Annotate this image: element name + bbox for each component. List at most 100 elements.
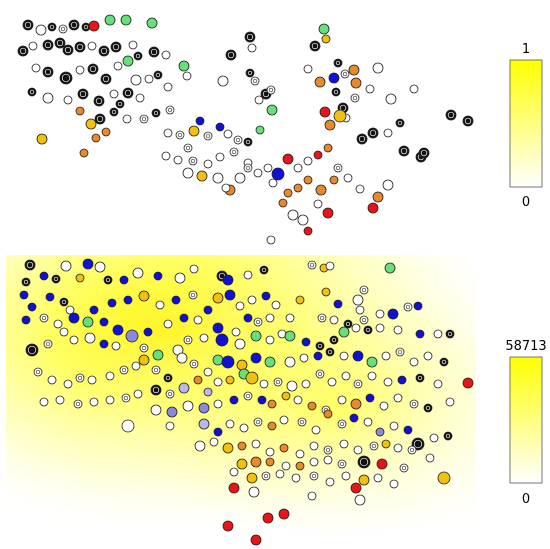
scatter-point-ring: [155, 72, 161, 78]
scatter-point-red: [222, 520, 234, 532]
scatter-point-white: [251, 439, 261, 449]
scatter-point-ring: [23, 279, 29, 285]
scatter-point-yellow: [225, 375, 235, 385]
scatter-point-orange: [314, 76, 326, 88]
scatter-point-ring: [111, 109, 117, 115]
scatter-point-black: [357, 455, 371, 469]
scatter-point-yellow: [246, 472, 258, 484]
scatter-point-red: [376, 458, 388, 470]
colorbar-top-gradient: [509, 59, 543, 188]
scatter-point-black: [148, 46, 160, 58]
scatter-point-orange: [324, 119, 336, 131]
scatter-point-ring: [141, 116, 147, 122]
scatter-point-white: [183, 335, 193, 345]
scatter-point-white: [163, 319, 173, 329]
scatter-point-white: [243, 391, 253, 401]
scatter-point-white: [209, 437, 219, 447]
scatter-point-white: [165, 105, 175, 115]
scatter-point-black: [243, 137, 253, 147]
colorbar-top: 1 0: [509, 42, 543, 210]
scatter-point-blue: [68, 312, 80, 324]
scatter-point-black: [109, 107, 119, 117]
scatter-point-white: [109, 89, 119, 99]
scatter-point-white: [105, 371, 115, 381]
scatter-point-white: [315, 369, 325, 379]
scatter-point-yellow: [85, 118, 97, 130]
scatter-point-white: [161, 50, 171, 60]
scatter-point-lavender: [203, 387, 213, 397]
scatter-point-white: [128, 40, 138, 50]
scatter-point-white: [60, 260, 72, 272]
scatter-point-white: [409, 357, 419, 367]
scatter-point-light_blue: [198, 402, 210, 414]
scatter-point-blue: [107, 298, 117, 308]
scatter-point-ring: [445, 433, 451, 439]
scatter-point-black: [24, 259, 36, 271]
scatter-point-blue: [301, 337, 311, 347]
scatter-point-black: [93, 95, 105, 107]
scatter-point-white: [393, 325, 403, 335]
scatter-point-red: [313, 150, 323, 160]
scatter-point-yellow: [236, 458, 248, 470]
scatter-point-ring: [317, 371, 323, 377]
scatter-plot-top: [17, 14, 474, 245]
scatter-point-white: [58, 24, 68, 34]
scatter-point-white: [229, 467, 239, 477]
scatter-point-white: [313, 199, 323, 209]
scatter-point-white: [309, 457, 319, 467]
scatter-point-white: [165, 389, 175, 399]
scatter-point-white: [194, 440, 206, 452]
scatter-point-ring: [361, 287, 367, 293]
scatter-point-white: [329, 315, 339, 325]
scatter-point-orange: [237, 441, 247, 451]
scatter-point-blue: [99, 339, 109, 349]
scatter-point-orange: [307, 401, 317, 411]
scatter-point-white: [182, 71, 192, 81]
scatter-point-white: [250, 76, 260, 86]
scatter-point-ring: [152, 386, 160, 394]
scatter-point-white: [139, 114, 149, 124]
scatter-point-black: [100, 73, 112, 85]
scatter-point-ring: [167, 107, 173, 113]
scatter-point-ring: [413, 439, 423, 449]
scatter-point-white: [341, 371, 351, 381]
scatter-point-white: [265, 313, 275, 323]
scatter-point-white: [261, 471, 271, 481]
scatter-point-white: [359, 285, 369, 295]
scatter-point-ring: [335, 165, 341, 171]
scatter-point-ring: [141, 345, 147, 351]
scatter-point-white: [323, 445, 333, 455]
scatter-point-blue: [229, 395, 239, 405]
scatter-point-white: [265, 447, 275, 457]
scatter-point-yellow: [212, 292, 224, 304]
scatter-point-white: [369, 441, 379, 451]
scatter-point-white: [59, 327, 69, 337]
scatter-point-white: [266, 235, 276, 245]
scatter-point-black: [418, 147, 430, 159]
scatter-point-white: [266, 85, 276, 95]
scatter-point-orange: [323, 409, 333, 419]
scatter-point-lavender: [178, 382, 190, 394]
scatter-point-ring: [397, 349, 403, 355]
scatter-point-white: [39, 397, 49, 407]
scatter-point-white: [299, 353, 309, 363]
scatter-point-ring: [268, 87, 274, 93]
scatter-point-green: [318, 23, 330, 35]
scatter-point-white: [175, 130, 185, 140]
scatter-point-white: [355, 184, 365, 194]
scatter-point-white: [203, 159, 213, 169]
scatter-point-white: [350, 93, 360, 103]
scatter-point-white: [239, 423, 249, 433]
colorbar-top-min-label: 0: [522, 195, 530, 210]
scatter-point-black: [462, 115, 474, 127]
scatter-point-orange: [295, 461, 305, 471]
scatter-point-white: [121, 419, 135, 433]
scatter-point-ring: [342, 71, 348, 77]
scatter-point-blue: [257, 395, 267, 405]
scatter-point-white: [225, 419, 235, 429]
scatter-point-green: [82, 316, 94, 328]
scatter-point-white: [385, 93, 397, 105]
scatter-point-ring: [245, 393, 251, 399]
scatter-point-white: [327, 377, 337, 387]
scatter-point-red: [367, 202, 379, 214]
